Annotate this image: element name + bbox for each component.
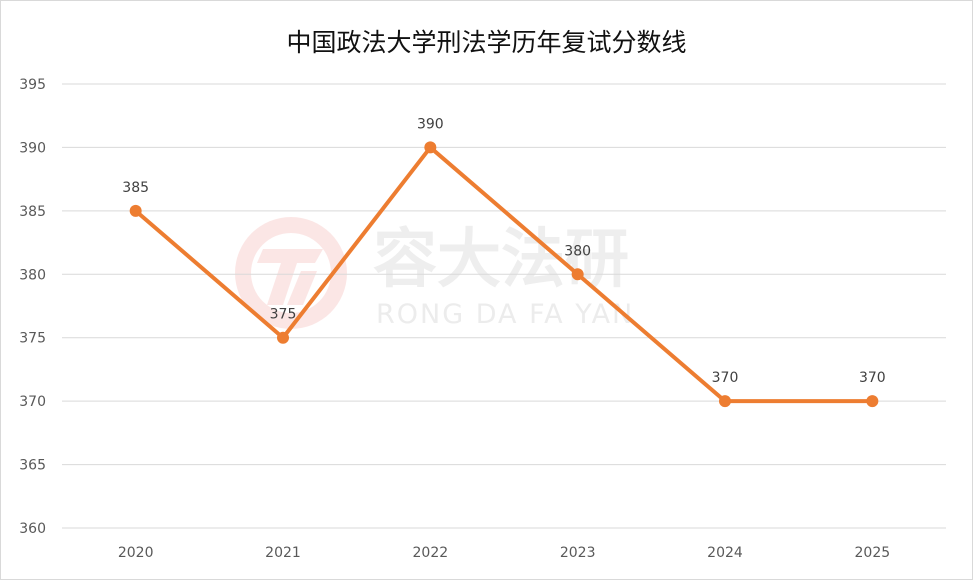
y-tick-label: 365 xyxy=(19,458,46,474)
data-label: 375 xyxy=(270,307,297,323)
x-tick-label: 2021 xyxy=(265,545,301,561)
data-point xyxy=(571,268,584,281)
series-layer xyxy=(129,141,879,408)
watermark: 容大法研 RONG DA FA YAN xyxy=(235,217,634,330)
series-line xyxy=(133,145,875,404)
x-tick-label: 2022 xyxy=(413,545,449,561)
data-point xyxy=(866,395,879,408)
y-axis-ticks: 360 365 370 375 380 385 390 395 xyxy=(19,77,46,537)
data-label: 380 xyxy=(564,243,591,259)
x-tick-label: 2023 xyxy=(560,545,596,561)
x-tick-label: 2020 xyxy=(118,545,154,561)
data-point xyxy=(719,395,731,408)
x-axis-ticks: 2020 2021 2022 2023 2024 2025 xyxy=(118,545,890,561)
data-label: 370 xyxy=(712,370,739,386)
x-tick-label: 2025 xyxy=(855,545,891,561)
x-tick-label: 2024 xyxy=(707,545,743,561)
watermark-brand-en: RONG DA FA YAN xyxy=(376,299,634,330)
data-label: 370 xyxy=(859,370,886,386)
chart-title: 中国政法大学刑法学历年复试分数线 xyxy=(286,28,687,57)
data-point xyxy=(129,204,142,217)
y-tick-label: 395 xyxy=(19,77,46,93)
watermark-logo-icon xyxy=(235,217,347,329)
y-tick-label: 360 xyxy=(19,521,46,537)
y-tick-label: 385 xyxy=(19,204,46,220)
data-point xyxy=(424,141,437,154)
y-tick-label: 375 xyxy=(19,331,46,347)
watermark-brand-cn: 容大法研 xyxy=(373,223,629,297)
y-tick-label: 380 xyxy=(19,267,46,283)
y-tick-label: 370 xyxy=(19,394,46,410)
data-point xyxy=(277,331,289,344)
data-label: 385 xyxy=(122,180,149,196)
data-labels: 385 375 390 380 370 370 xyxy=(122,116,885,386)
data-label: 390 xyxy=(417,116,444,132)
y-tick-label: 390 xyxy=(19,140,46,156)
